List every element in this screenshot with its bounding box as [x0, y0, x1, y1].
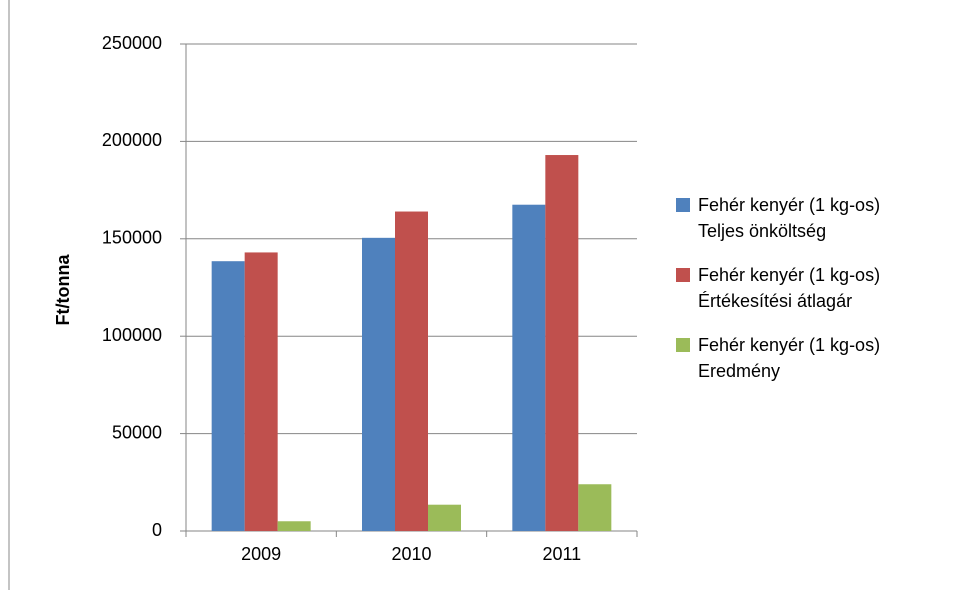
y-tick-label: 100000: [102, 325, 162, 345]
x-tick-label: 2010: [391, 544, 431, 564]
y-tick-label: 50000: [112, 422, 162, 442]
legend-swatch: [676, 268, 690, 282]
y-tick-label: 200000: [102, 130, 162, 150]
legend-entry: Fehér kenyér (1 kg-os) Eredmény: [676, 332, 896, 384]
bar: [244, 252, 278, 531]
bar: [277, 521, 311, 531]
bar: [362, 237, 395, 532]
bar: [545, 155, 579, 531]
legend-label: Fehér kenyér (1 kg-os) Értékesítési átla…: [698, 265, 881, 311]
bar: [211, 261, 245, 531]
legend-label: Fehér kenyér (1 kg-os) Eredmény: [698, 335, 881, 381]
y-tick-label: 250000: [102, 33, 162, 53]
bar: [428, 504, 461, 531]
y-axis-label: Ft/tonna: [53, 254, 73, 326]
bar: [578, 484, 612, 531]
legend-swatch: [676, 198, 690, 212]
bar: [395, 211, 428, 531]
legend-swatch: [676, 338, 690, 352]
legend: Fehér kenyér (1 kg-os) Teljes önköltség F…: [676, 192, 896, 402]
legend-label: Fehér kenyér (1 kg-os) Teljes önköltség: [698, 195, 881, 241]
legend-entry: Fehér kenyér (1 kg-os) Teljes önköltség: [676, 192, 896, 244]
legend-entry: Fehér kenyér (1 kg-os) Értékesítési átla…: [676, 262, 896, 314]
x-tick-label: 2009: [241, 544, 281, 564]
x-tick-label: 2011: [542, 544, 581, 564]
y-tick-label: 0: [152, 520, 162, 540]
y-tick-label: 150000: [102, 228, 162, 248]
bar: [512, 204, 546, 531]
